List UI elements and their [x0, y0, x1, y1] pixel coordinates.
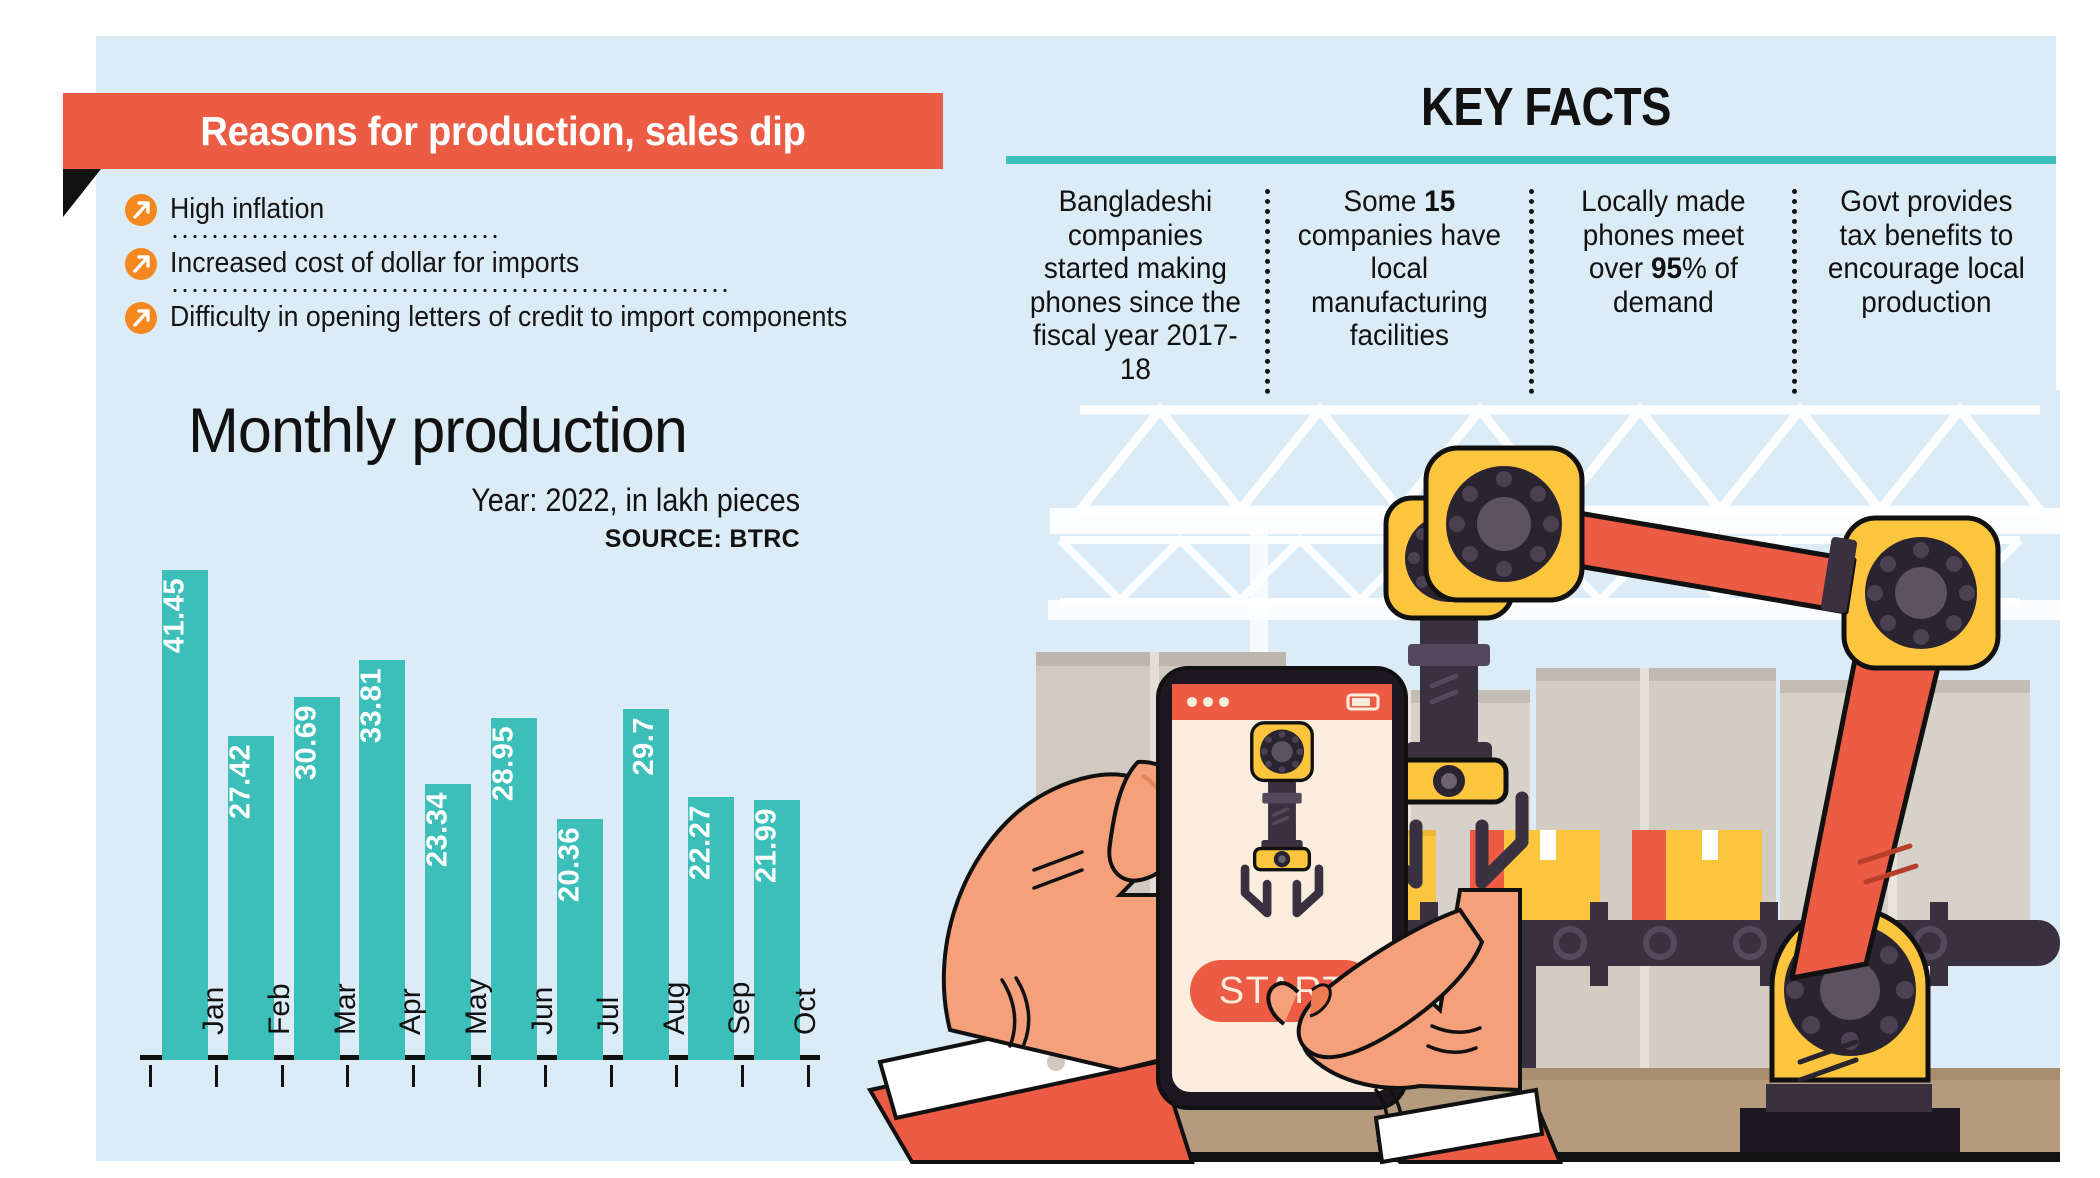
key-facts-title: KEY FACTS [1421, 77, 1671, 137]
bar-value-label: 21.99 [750, 808, 783, 884]
banner-title: Reasons for production, sales dip [200, 108, 806, 154]
x-axis-tick [280, 1065, 284, 1087]
circle-arrow-icon [125, 193, 157, 226]
fact-item: Govt provides tax benefits to encourage … [1806, 185, 2047, 410]
chart-plot-area: 41.45 27.42 30.69 33.81 23.34 28.95 20.36 29.7 2… [140, 565, 820, 1087]
x-axis-label: Oct [789, 988, 823, 1035]
bar [227, 735, 274, 1060]
reason-item-label: Increased cost of dollar for imports [170, 247, 580, 279]
bar [622, 708, 669, 1060]
chart-subtitle: Year: 2022, in lakh pieces [471, 482, 800, 518]
x-axis-label: May [460, 978, 494, 1035]
reason-item-label: Difficulty in opening letters of credit … [170, 301, 848, 333]
x-axis-label: Mar [328, 983, 362, 1035]
fact-divider [1792, 189, 1798, 394]
fact-text-segment: Some [1343, 185, 1424, 218]
bar [359, 660, 406, 1060]
bar-column: 33.81 [355, 660, 406, 1060]
bar [293, 697, 340, 1060]
bar-value-label: 23.34 [421, 792, 454, 868]
bar-value-label: 29.7 [627, 716, 660, 776]
x-axis-tick [609, 1065, 613, 1087]
x-axis-label: Feb [262, 983, 296, 1035]
bar-column: 29.7 [622, 708, 669, 1060]
bar-column: 22.27 [684, 796, 735, 1060]
bar-value-label: 30.69 [289, 705, 322, 781]
x-axis-label: Sep [723, 981, 757, 1035]
x-axis-label: Jul [591, 996, 625, 1035]
factory-illustration: START [866, 390, 2060, 1165]
reason-item: Difficulty in opening letters of credit … [124, 294, 944, 341]
reason-separator [170, 288, 730, 293]
bar [490, 717, 537, 1060]
x-axis-tick [214, 1065, 218, 1087]
fact-text-segment: Govt provides tax benefits to encourage … [1828, 185, 2026, 319]
x-axis-labels: Jan Feb Mar Apr May Jun Jul Aug Sep Oct [140, 978, 822, 1125]
reason-item-label: High inflation [170, 193, 325, 225]
bar-column: 23.34 [421, 784, 472, 1060]
x-axis-label: Jan [196, 986, 230, 1035]
bar-value-label: 22.27 [684, 804, 717, 880]
fact-item: Bangladeshi companies started making pho… [1015, 185, 1256, 410]
x-axis-tick [478, 1065, 481, 1087]
reasons-list: High inflation Increased cost of dollar f… [124, 186, 944, 341]
banner-fold-corner [63, 169, 101, 217]
circle-arrow-icon [125, 247, 157, 280]
key-facts-list: Bangladeshi companies started making pho… [1006, 185, 2056, 410]
bar-column: 28.95 [487, 717, 537, 1060]
fact-item: Some 15 companies have local manufacturi… [1279, 185, 1520, 410]
x-axis-label: Jun [525, 986, 559, 1035]
reason-item: Increased cost of dollar for imports [124, 240, 944, 287]
fact-text-segment: 15 [1423, 185, 1455, 218]
bar [161, 570, 208, 1060]
bar-column: 20.36 [553, 819, 603, 1060]
fact-item: Locally made phones meet over 95% of dem… [1543, 185, 1784, 410]
x-axis-label: Aug [657, 981, 691, 1035]
bar [556, 819, 603, 1060]
bar-value-label: 28.95 [487, 725, 520, 801]
chart-title: Monthly production [188, 396, 688, 466]
circle-arrow-icon [125, 301, 157, 334]
reason-item: High inflation [124, 186, 944, 233]
bar-column: 41.45 [158, 570, 208, 1060]
x-axis-tick [675, 1065, 679, 1087]
reason-separator [170, 234, 500, 239]
x-axis-tick [807, 1065, 810, 1087]
bar-column: 30.69 [290, 697, 340, 1060]
bar-column: 21.99 [750, 800, 801, 1060]
monthly-production-bar-chart: 41.45 27.42 30.69 33.81 23.34 28.95 20.36 29.7 2… [140, 500, 822, 1087]
x-axis-tick [741, 1065, 745, 1087]
bar-value-label: 41.45 [158, 578, 191, 654]
banner: Reasons for production, sales dip [63, 93, 943, 169]
key-facts-rule [1006, 156, 2056, 164]
bar-column: 27.42 [224, 735, 274, 1060]
chart-source: SOURCE: BTRC [604, 525, 800, 553]
fact-text-segment: % of demand [1612, 252, 1738, 319]
x-axis-line [140, 1055, 820, 1060]
x-axis-tick [412, 1065, 416, 1087]
bar-value-label: 27.42 [224, 743, 257, 819]
x-axis-label: Apr [394, 988, 428, 1035]
fact-divider [1264, 189, 1270, 394]
bar-value-label: 33.81 [355, 668, 388, 744]
fact-text-segment: Locally made phones meet over [1580, 185, 1746, 286]
fact-text-segment: companies have local manufacturing facil… [1297, 218, 1501, 353]
bar [688, 796, 735, 1060]
fact-text-segment: 95 [1650, 252, 1682, 286]
bar-value-label: 20.36 [553, 827, 586, 903]
x-axis-tick [543, 1065, 547, 1087]
x-axis-tick [346, 1065, 350, 1087]
bar [754, 800, 801, 1060]
fact-text-segment: Bangladeshi companies started making pho… [1029, 185, 1241, 386]
bar [425, 784, 472, 1060]
x-axis-tick [149, 1065, 152, 1087]
fact-divider [1528, 189, 1534, 394]
